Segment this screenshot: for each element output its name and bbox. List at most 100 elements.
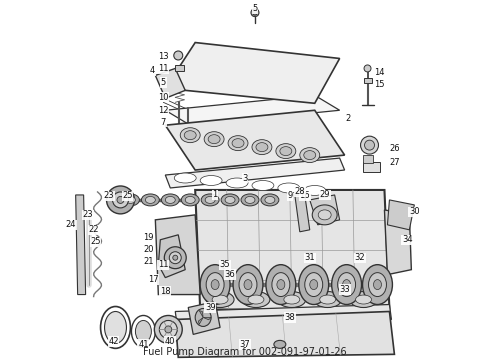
- Text: 37: 37: [240, 340, 250, 349]
- Ellipse shape: [278, 183, 300, 193]
- Text: 18: 18: [160, 287, 171, 296]
- Ellipse shape: [338, 273, 356, 297]
- Polygon shape: [195, 190, 390, 310]
- Ellipse shape: [261, 194, 279, 206]
- Text: 19: 19: [143, 233, 154, 242]
- Ellipse shape: [280, 147, 292, 156]
- Polygon shape: [295, 195, 310, 232]
- Polygon shape: [199, 311, 203, 318]
- Ellipse shape: [104, 311, 126, 343]
- Polygon shape: [175, 311, 394, 357]
- Text: 16: 16: [299, 192, 310, 201]
- Ellipse shape: [113, 192, 128, 208]
- Ellipse shape: [276, 144, 296, 159]
- Text: 3: 3: [243, 174, 247, 183]
- Ellipse shape: [251, 9, 259, 17]
- Text: 42: 42: [108, 337, 119, 346]
- Ellipse shape: [332, 265, 362, 305]
- Ellipse shape: [305, 273, 323, 297]
- Ellipse shape: [142, 194, 159, 206]
- Text: 2: 2: [345, 114, 350, 123]
- Text: 27: 27: [389, 158, 400, 167]
- Ellipse shape: [373, 280, 382, 289]
- Text: 35: 35: [220, 260, 230, 269]
- Text: 23: 23: [103, 192, 114, 201]
- Polygon shape: [188, 302, 220, 334]
- Ellipse shape: [195, 309, 211, 327]
- Ellipse shape: [161, 194, 179, 206]
- Text: 9: 9: [287, 192, 293, 201]
- Bar: [363, 162, 380, 172]
- Polygon shape: [165, 42, 340, 103]
- Ellipse shape: [304, 150, 316, 159]
- Text: 23: 23: [82, 210, 93, 219]
- Ellipse shape: [265, 197, 275, 203]
- Text: 11: 11: [158, 64, 169, 73]
- Polygon shape: [385, 210, 412, 275]
- Polygon shape: [155, 215, 200, 294]
- Ellipse shape: [221, 194, 239, 206]
- Ellipse shape: [233, 265, 263, 305]
- Text: 1: 1: [213, 190, 218, 199]
- Polygon shape: [165, 110, 344, 170]
- Ellipse shape: [242, 292, 270, 307]
- Text: 7: 7: [161, 118, 166, 127]
- Text: 5: 5: [252, 4, 258, 13]
- Ellipse shape: [206, 292, 234, 307]
- Ellipse shape: [318, 210, 331, 220]
- Ellipse shape: [226, 178, 248, 188]
- Text: 38: 38: [285, 313, 295, 322]
- Text: Fuel Pump Diagram for 002-091-97-01-26: Fuel Pump Diagram for 002-091-97-01-26: [143, 347, 347, 357]
- Ellipse shape: [232, 139, 244, 148]
- Polygon shape: [158, 235, 185, 278]
- Ellipse shape: [252, 10, 257, 15]
- Ellipse shape: [208, 135, 220, 144]
- Ellipse shape: [164, 247, 186, 269]
- Ellipse shape: [154, 315, 182, 343]
- Ellipse shape: [241, 194, 259, 206]
- Ellipse shape: [368, 273, 387, 297]
- Polygon shape: [198, 318, 203, 324]
- Ellipse shape: [201, 194, 219, 206]
- Ellipse shape: [212, 295, 228, 304]
- Text: 10: 10: [158, 93, 169, 102]
- Text: 26: 26: [389, 144, 400, 153]
- Text: 34: 34: [402, 235, 413, 244]
- Ellipse shape: [356, 295, 371, 304]
- Text: 25: 25: [90, 237, 101, 246]
- Ellipse shape: [278, 292, 306, 307]
- Ellipse shape: [225, 197, 235, 203]
- Ellipse shape: [245, 197, 255, 203]
- Text: 28: 28: [294, 188, 305, 197]
- Ellipse shape: [364, 65, 371, 72]
- Text: 15: 15: [374, 80, 385, 89]
- Ellipse shape: [300, 148, 319, 163]
- Ellipse shape: [106, 186, 134, 214]
- Ellipse shape: [256, 143, 268, 152]
- Ellipse shape: [244, 280, 252, 289]
- Polygon shape: [155, 68, 185, 98]
- Ellipse shape: [200, 176, 222, 185]
- Ellipse shape: [361, 136, 378, 154]
- Text: 24: 24: [66, 220, 76, 229]
- Ellipse shape: [277, 280, 285, 289]
- Polygon shape: [203, 318, 211, 320]
- Text: 12: 12: [158, 106, 169, 115]
- Text: 31: 31: [304, 253, 315, 262]
- Ellipse shape: [174, 51, 183, 60]
- Text: 40: 40: [165, 337, 175, 346]
- Text: 29: 29: [319, 190, 330, 199]
- Text: 39: 39: [205, 303, 216, 312]
- Ellipse shape: [135, 320, 151, 342]
- Text: 36: 36: [225, 270, 235, 279]
- Text: 25: 25: [122, 192, 133, 201]
- Bar: [363, 155, 372, 163]
- Polygon shape: [310, 195, 340, 225]
- Text: 4: 4: [150, 66, 155, 75]
- Ellipse shape: [173, 255, 178, 260]
- Polygon shape: [75, 195, 86, 294]
- Ellipse shape: [272, 273, 290, 297]
- Ellipse shape: [312, 205, 337, 225]
- Ellipse shape: [165, 197, 175, 203]
- Ellipse shape: [204, 132, 224, 147]
